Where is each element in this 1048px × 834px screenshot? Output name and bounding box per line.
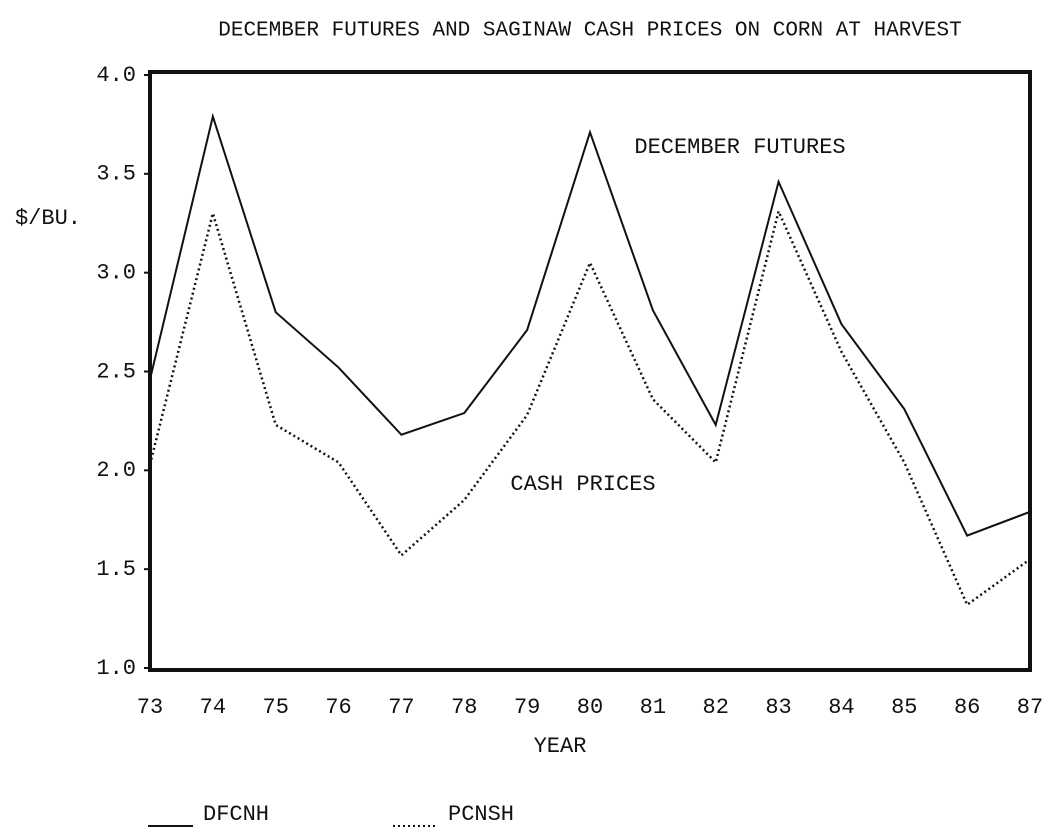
y-tick-label: 3.5 xyxy=(96,162,136,187)
y-tick-label: 1.5 xyxy=(96,557,136,582)
x-tick-label: 82 xyxy=(703,695,729,720)
y-tick-label: 3.0 xyxy=(96,260,136,285)
annotation: CASH PRICES xyxy=(510,472,655,497)
y-tick-label: 2.0 xyxy=(96,458,136,483)
x-tick-label: 81 xyxy=(640,695,666,720)
x-tick-label: 74 xyxy=(200,695,226,720)
y-axis-label: $/BU. xyxy=(15,206,81,231)
y-tick-label: 2.5 xyxy=(96,359,136,384)
x-tick-label: 76 xyxy=(325,695,351,720)
chart-title: DECEMBER FUTURES AND SAGINAW CASH PRICES… xyxy=(218,20,962,43)
x-tick-label: 80 xyxy=(577,695,603,720)
x-tick-label: 75 xyxy=(263,695,289,720)
line-series xyxy=(148,207,1031,607)
legend-label: PCNSH xyxy=(448,802,514,827)
line-series xyxy=(149,112,1031,537)
x-tick-label: 83 xyxy=(765,695,791,720)
x-tick-label: 86 xyxy=(954,695,980,720)
x-tick-label: 85 xyxy=(891,695,917,720)
x-tick-label: 79 xyxy=(514,695,540,720)
legend-label: DFCNH xyxy=(203,802,269,827)
x-tick-label: 84 xyxy=(828,695,854,720)
x-tick-label: 78 xyxy=(451,695,477,720)
x-tick-label: 87 xyxy=(1017,695,1043,720)
y-tick-label: 1.0 xyxy=(96,656,136,681)
y-tick-label: 4.0 xyxy=(96,63,136,88)
plot-frame xyxy=(148,70,1032,672)
x-tick-label: 77 xyxy=(388,695,414,720)
annotation: DECEMBER FUTURES xyxy=(634,135,845,160)
x-tick-label: 73 xyxy=(137,695,163,720)
x-axis-label: YEAR xyxy=(534,734,587,759)
